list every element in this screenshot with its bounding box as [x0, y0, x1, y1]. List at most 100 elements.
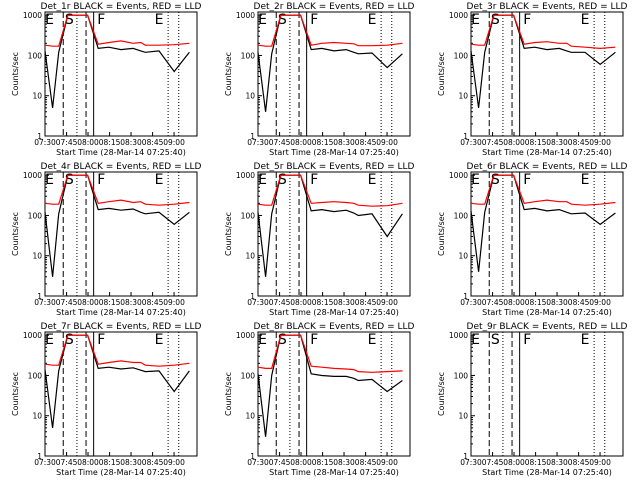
panel-title: Det_1r BLACK = Events, RED = LLD — [41, 2, 202, 12]
x-tick-label: 08:00 — [77, 138, 99, 147]
x-tick-label: 08:30 — [333, 458, 355, 467]
event-marker-label: F — [97, 172, 105, 188]
y-tick-label: 1000 — [449, 171, 468, 180]
y-tick-label: 1 — [37, 292, 42, 301]
event-marker-label: F — [310, 172, 318, 188]
event-marker-label: E — [258, 172, 267, 188]
x-tick-label: 09:00 — [589, 298, 611, 307]
x-axis-label: Start Time (28-Mar-14 07:25:40) — [482, 468, 612, 477]
chart-svg: Det_9r BLACK = Events, RED = LLD 1 10 100 10… — [437, 322, 628, 477]
x-tick-label: 07:45 — [269, 458, 291, 467]
y-tick-label: 1000 — [236, 171, 255, 180]
events-series-line — [44, 14, 190, 108]
x-tick-label: 08:15 — [312, 138, 334, 147]
x-tick-label: 07:30 — [247, 298, 269, 307]
x-tick-label: 07:30 — [460, 458, 482, 467]
lld-series-line — [470, 14, 616, 50]
x-tick-label: 07:45 — [482, 458, 504, 467]
x-tick-label: 08:45 — [568, 138, 590, 147]
x-tick-label: 08:30 — [546, 138, 568, 147]
plot-frame — [44, 331, 198, 457]
chart-svg: Det_7r BLACK = Events, RED = LLD 1 10 100 10… — [11, 322, 202, 477]
x-tick-label: 09:00 — [376, 458, 398, 467]
events-series-line — [257, 174, 403, 277]
y-axis-label: Counts/sec — [224, 52, 233, 96]
y-axis-label: Counts/sec — [224, 372, 233, 416]
x-tick-label: 08:15 — [99, 298, 121, 307]
x-tick-label: 07:30 — [34, 298, 56, 307]
x-tick-label: 08:30 — [333, 138, 355, 147]
y-tick-label: 100 — [241, 51, 256, 60]
x-tick-label: 07:30 — [34, 138, 56, 147]
y-tick-label: 100 — [454, 211, 469, 220]
event-marker-label: E — [581, 172, 590, 188]
y-tick-label: 1 — [463, 292, 468, 301]
y-tick-label: 10 — [32, 412, 42, 421]
y-tick-label: 10 — [458, 412, 468, 421]
lld-series-line — [257, 14, 403, 47]
y-tick-label: 1000 — [23, 171, 42, 180]
x-tick-label: 08:00 — [77, 458, 99, 467]
plot-frame — [44, 171, 198, 297]
lld-series-line — [44, 14, 190, 47]
plot-frame — [470, 331, 624, 457]
y-tick-label: 1000 — [23, 11, 42, 20]
events-series-line — [470, 14, 616, 108]
detector-panel-1: Det_1r BLACK = Events, RED = LLD 1 10 100 10… — [0, 0, 213, 160]
x-tick-label: 07:30 — [460, 138, 482, 147]
event-marker-label: S — [491, 172, 500, 188]
y-tick-label: 100 — [454, 51, 469, 60]
x-tick-label: 08:00 — [503, 138, 525, 147]
y-axis-label: Counts/sec — [437, 372, 446, 416]
plot-frame — [257, 331, 411, 457]
y-tick-label: 100 — [28, 211, 43, 220]
event-marker-label: F — [523, 332, 531, 348]
events-series-line — [257, 14, 403, 112]
event-marker-label: F — [523, 172, 531, 188]
event-marker-label: E — [155, 332, 164, 348]
y-tick-label: 1 — [463, 452, 468, 461]
x-tick-label: 09:00 — [376, 298, 398, 307]
chart-svg: Det_4r BLACK = Events, RED = LLD 1 10 100 10… — [11, 162, 202, 317]
event-marker-label: S — [278, 12, 287, 28]
y-tick-label: 10 — [458, 92, 468, 101]
y-tick-label: 100 — [241, 211, 256, 220]
panel-title: Det_5r BLACK = Events, RED = LLD — [254, 162, 415, 172]
event-marker-label: E — [45, 172, 54, 188]
y-tick-label: 1 — [37, 132, 42, 141]
lld-series-line — [44, 174, 190, 206]
event-marker-label: F — [310, 332, 318, 348]
y-tick-label: 1000 — [236, 331, 255, 340]
y-tick-label: 10 — [32, 252, 42, 261]
lld-series-line — [257, 174, 403, 207]
events-series-line — [44, 334, 190, 428]
lld-series-line — [44, 334, 190, 367]
plot-frame — [257, 171, 411, 297]
detector-panel-4: Det_4r BLACK = Events, RED = LLD 1 10 100 10… — [0, 160, 213, 320]
x-axis-label: Start Time (28-Mar-14 07:25:40) — [482, 308, 612, 317]
x-tick-label: 08:45 — [355, 458, 377, 467]
chart-svg: Det_2r BLACK = Events, RED = LLD 1 10 100 10… — [224, 2, 415, 157]
x-tick-label: 08:15 — [525, 298, 547, 307]
event-marker-label: E — [258, 12, 267, 28]
y-tick-label: 100 — [28, 371, 43, 380]
x-tick-label: 08:30 — [333, 298, 355, 307]
plot-frame — [470, 171, 624, 297]
y-axis-label: Counts/sec — [11, 372, 20, 416]
y-axis-label: Counts/sec — [11, 52, 20, 96]
y-tick-label: 10 — [245, 412, 255, 421]
event-marker-label: S — [491, 332, 500, 348]
plot-frame — [470, 11, 624, 137]
event-marker-label: E — [471, 332, 480, 348]
x-tick-label: 08:15 — [525, 458, 547, 467]
events-series-line — [257, 334, 403, 437]
x-tick-label: 07:45 — [269, 298, 291, 307]
event-marker-label: S — [278, 172, 287, 188]
y-tick-label: 1000 — [449, 11, 468, 20]
event-marker-label: E — [471, 12, 480, 28]
detector-panel-8: Det_8r BLACK = Events, RED = LLD 1 10 100 10… — [213, 320, 426, 480]
event-marker-label: F — [97, 332, 105, 348]
panel-title: Det_3r BLACK = Events, RED = LLD — [467, 2, 628, 12]
x-tick-label: 09:00 — [589, 458, 611, 467]
y-tick-label: 1 — [250, 452, 255, 461]
